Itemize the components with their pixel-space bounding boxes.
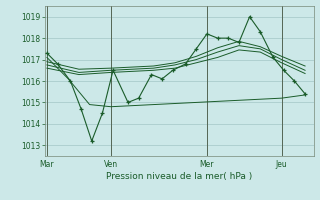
- X-axis label: Pression niveau de la mer( hPa ): Pression niveau de la mer( hPa ): [106, 172, 252, 181]
